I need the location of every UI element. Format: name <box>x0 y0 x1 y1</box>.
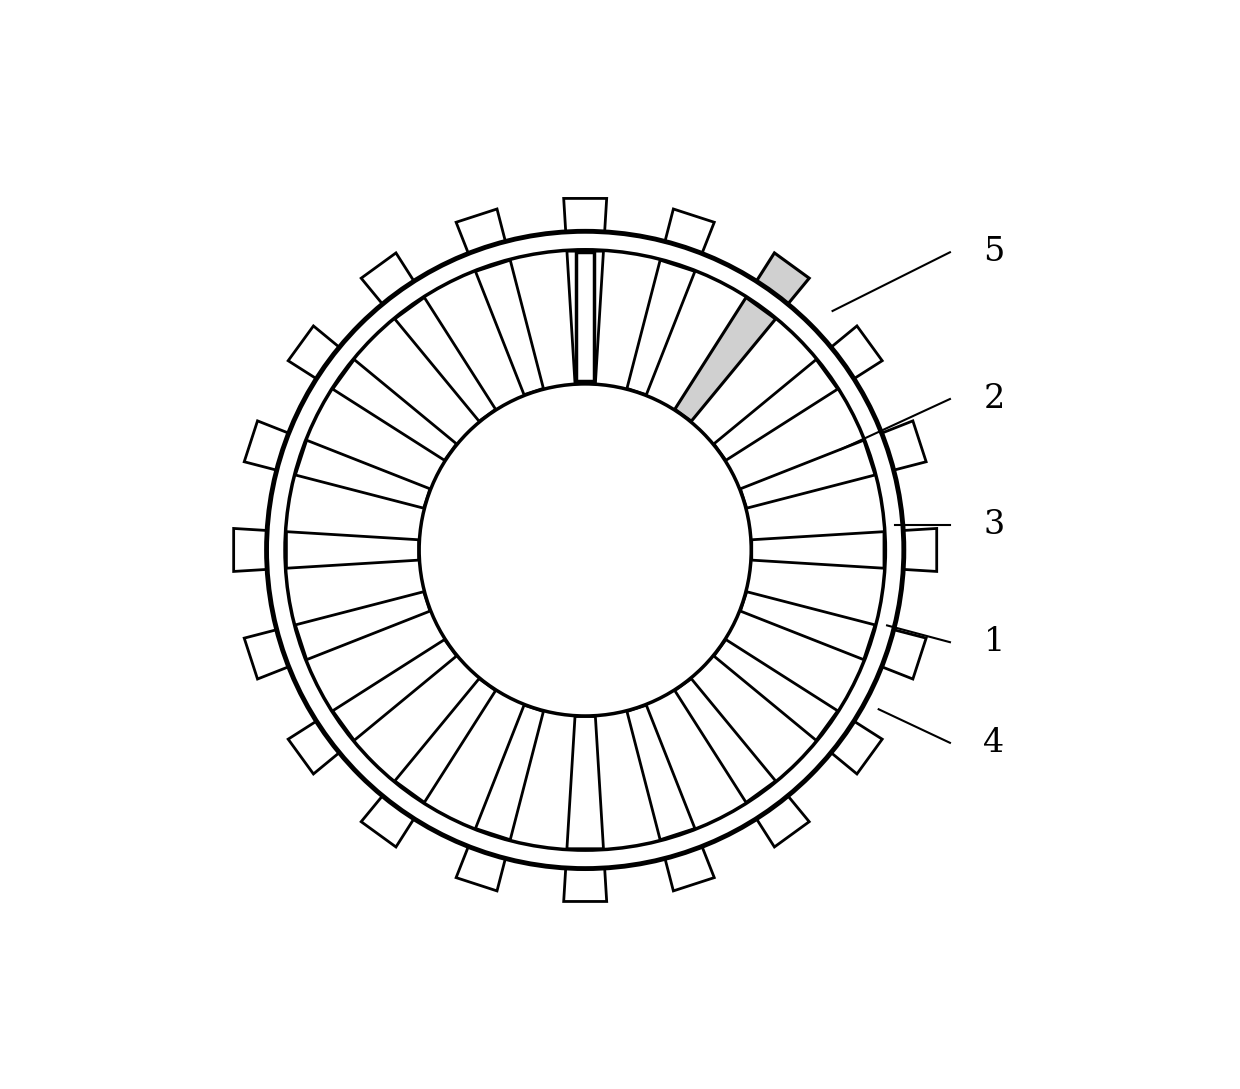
Polygon shape <box>567 717 604 848</box>
Polygon shape <box>740 591 875 660</box>
Polygon shape <box>394 297 496 421</box>
Text: 2: 2 <box>983 383 1004 415</box>
Polygon shape <box>751 528 936 572</box>
Polygon shape <box>740 440 875 509</box>
Polygon shape <box>564 198 606 384</box>
Text: 1: 1 <box>983 626 1004 658</box>
Bar <box>575 253 594 380</box>
Polygon shape <box>295 591 430 660</box>
Polygon shape <box>288 326 458 461</box>
Polygon shape <box>714 639 838 741</box>
Polygon shape <box>295 440 430 509</box>
Polygon shape <box>286 531 419 568</box>
Polygon shape <box>627 260 694 394</box>
Polygon shape <box>233 528 419 572</box>
Polygon shape <box>751 531 884 568</box>
Polygon shape <box>456 209 543 395</box>
Circle shape <box>267 231 904 869</box>
Polygon shape <box>567 252 604 383</box>
Polygon shape <box>564 715 606 902</box>
Circle shape <box>267 231 904 869</box>
Polygon shape <box>475 706 543 840</box>
Polygon shape <box>627 706 694 840</box>
Polygon shape <box>675 297 775 421</box>
Circle shape <box>420 386 749 714</box>
Text: 5: 5 <box>983 236 1004 268</box>
Polygon shape <box>244 420 430 509</box>
Polygon shape <box>288 639 458 774</box>
Polygon shape <box>713 639 882 774</box>
Polygon shape <box>332 639 456 741</box>
Polygon shape <box>740 591 926 680</box>
Polygon shape <box>475 260 543 394</box>
Polygon shape <box>714 359 838 461</box>
Polygon shape <box>626 705 714 891</box>
Polygon shape <box>332 359 456 461</box>
Polygon shape <box>675 253 810 421</box>
Polygon shape <box>361 678 496 847</box>
Polygon shape <box>626 209 714 395</box>
Polygon shape <box>675 678 810 847</box>
Polygon shape <box>740 420 926 509</box>
Text: 4: 4 <box>983 726 1004 759</box>
Polygon shape <box>361 253 496 421</box>
Polygon shape <box>713 326 882 461</box>
Text: 3: 3 <box>983 509 1004 541</box>
Polygon shape <box>244 591 430 680</box>
Polygon shape <box>456 705 543 891</box>
Polygon shape <box>394 678 496 803</box>
Polygon shape <box>675 678 775 803</box>
